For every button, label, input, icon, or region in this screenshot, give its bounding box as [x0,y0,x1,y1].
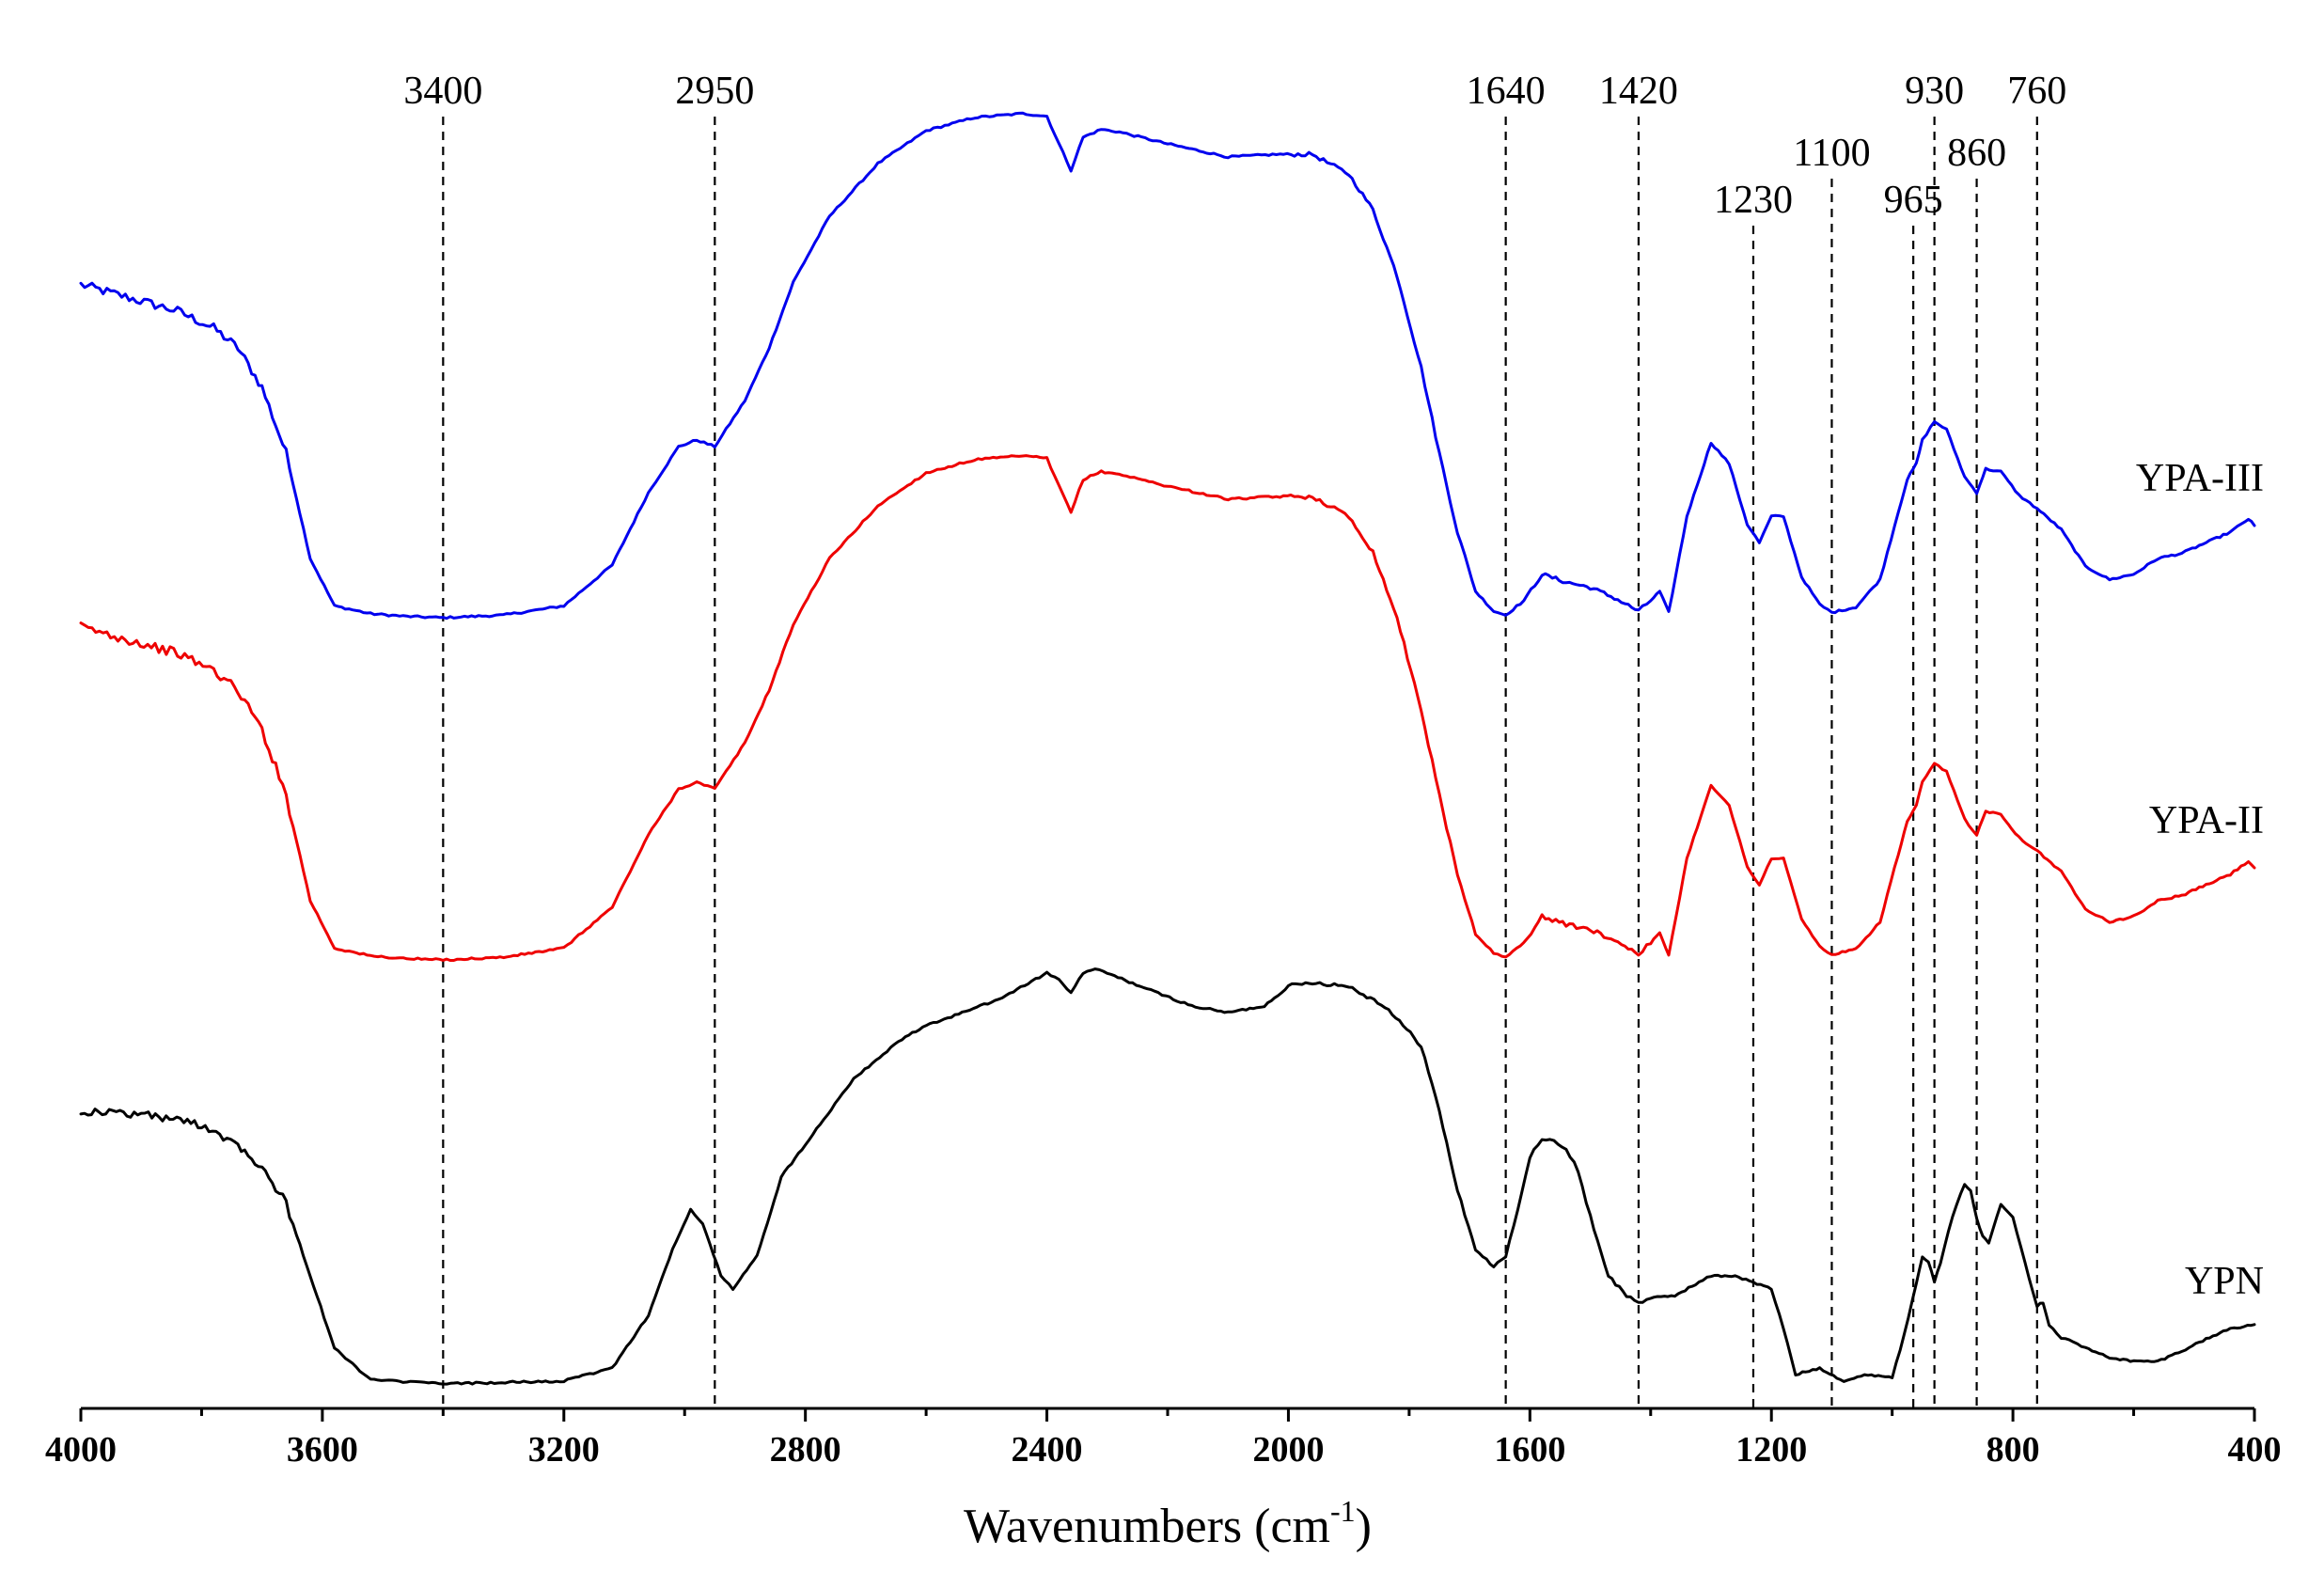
x-tick-label-1600: 1600 [1494,1430,1565,1470]
x-tick-label-2400: 2400 [1012,1430,1083,1470]
x-tick-label-4000: 4000 [45,1430,117,1470]
x-tick-label-400: 400 [2228,1430,2282,1470]
x-axis-title-superscript: -1 [1330,1494,1356,1528]
series-label-ypa-ii: YPA-II [2149,799,2264,842]
peak-label-2950: 2950 [675,70,754,113]
peak-label-1230: 1230 [1714,179,1793,222]
x-tick-label-3200: 3200 [528,1430,600,1470]
peak-label-860: 860 [1947,132,2006,175]
peak-label-3400: 3400 [403,70,482,113]
series-line-ypn [79,967,2256,1386]
peak-label-930: 930 [1905,70,1964,113]
peak-label-1640: 1640 [1467,70,1546,113]
x-axis-title-close: ) [1356,1500,1372,1553]
x-axis-title-main: Wavenumbers (cm [964,1500,1330,1553]
x-tick-label-2000: 2000 [1252,1430,1324,1470]
x-axis-ticks: 4000 3600 3200 2800 2400 2000 1600 1200 800 400 [45,1408,2282,1470]
series-line-ypa-ii [79,454,2256,962]
series-label-ypn: YPN [2185,1260,2264,1303]
series-group [79,111,2256,1386]
peak-label-1100: 1100 [1793,132,1870,175]
x-axis-title: Wavenumbers (cm-1) [964,1494,1372,1553]
x-tick-label-2800: 2800 [770,1430,841,1470]
peak-label-965: 965 [1884,179,1943,222]
series-labels: YPA-III YPA-II YPN [2136,457,2264,1303]
peak-label-760: 760 [2007,70,2066,113]
peak-label-1420: 1420 [1599,70,1678,113]
x-tick-label-1200: 1200 [1735,1430,1807,1470]
series-line-ypa-iii [79,111,2256,621]
x-tick-label-3600: 3600 [287,1430,358,1470]
series-label-ypa-iii: YPA-III [2136,457,2264,500]
x-tick-label-800: 800 [1986,1430,2040,1470]
